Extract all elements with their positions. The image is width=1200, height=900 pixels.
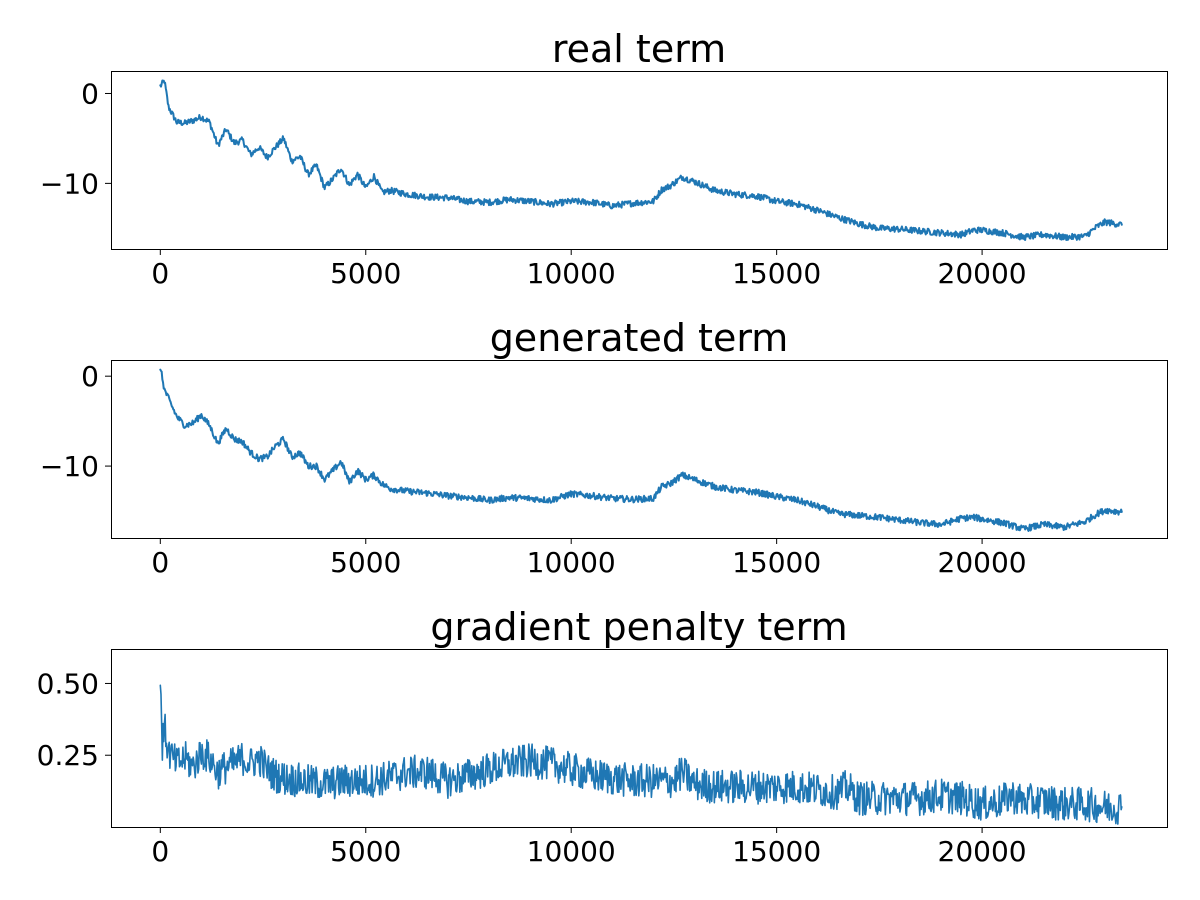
axes-frame xyxy=(111,649,1168,828)
x-tick-label: 15000 xyxy=(732,835,821,868)
y-tick-label: −10 xyxy=(40,167,99,200)
axes-frame xyxy=(111,71,1168,250)
subplot-generated-term: generated term 0 5000 10000 15000 20000 0 −10 xyxy=(40,316,1168,579)
subplot-title: gradient penalty term xyxy=(430,605,847,649)
x-tick-label: 10000 xyxy=(527,835,616,868)
plot-area: 0 5000 10000 15000 20000 0 −10 xyxy=(40,360,1168,579)
series-line xyxy=(159,368,1123,532)
y-tick-label: 0.25 xyxy=(37,739,99,772)
axes-frame xyxy=(111,360,1168,539)
x-tick-label: 0 xyxy=(151,257,169,290)
plot-area: 0 5000 10000 15000 20000 0 −10 xyxy=(40,71,1168,290)
x-tick-label: 20000 xyxy=(938,835,1027,868)
subplot-gradient-penalty-term: gradient penalty term 0 5000 10000 15000 200… xyxy=(37,605,1168,868)
x-tick-label: 0 xyxy=(151,546,169,579)
series-line xyxy=(159,684,1123,825)
x-tick-label: 15000 xyxy=(732,546,821,579)
x-tick-label: 10000 xyxy=(527,546,616,579)
x-tick-label: 15000 xyxy=(732,257,821,290)
plot-area: 0 5000 10000 15000 20000 0.50 0.25 xyxy=(37,649,1168,868)
series-line xyxy=(159,79,1123,241)
x-tick-label: 20000 xyxy=(938,257,1027,290)
y-tick-label: −10 xyxy=(40,450,99,483)
subplot-title: generated term xyxy=(490,316,789,360)
y-tick-label: 0 xyxy=(81,77,99,110)
x-tick-label: 0 xyxy=(151,835,169,868)
x-tick-label: 20000 xyxy=(938,546,1027,579)
subplot-real-term: real term 0 5000 10000 15000 20000 0 −10 xyxy=(40,27,1168,290)
y-tick-label: 0.50 xyxy=(37,667,99,700)
y-tick-label: 0 xyxy=(81,360,99,393)
x-tick-label: 5000 xyxy=(330,257,401,290)
x-tick-label: 5000 xyxy=(330,546,401,579)
x-tick-label: 10000 xyxy=(527,257,616,290)
subplot-title: real term xyxy=(552,27,726,71)
x-tick-label: 5000 xyxy=(330,835,401,868)
